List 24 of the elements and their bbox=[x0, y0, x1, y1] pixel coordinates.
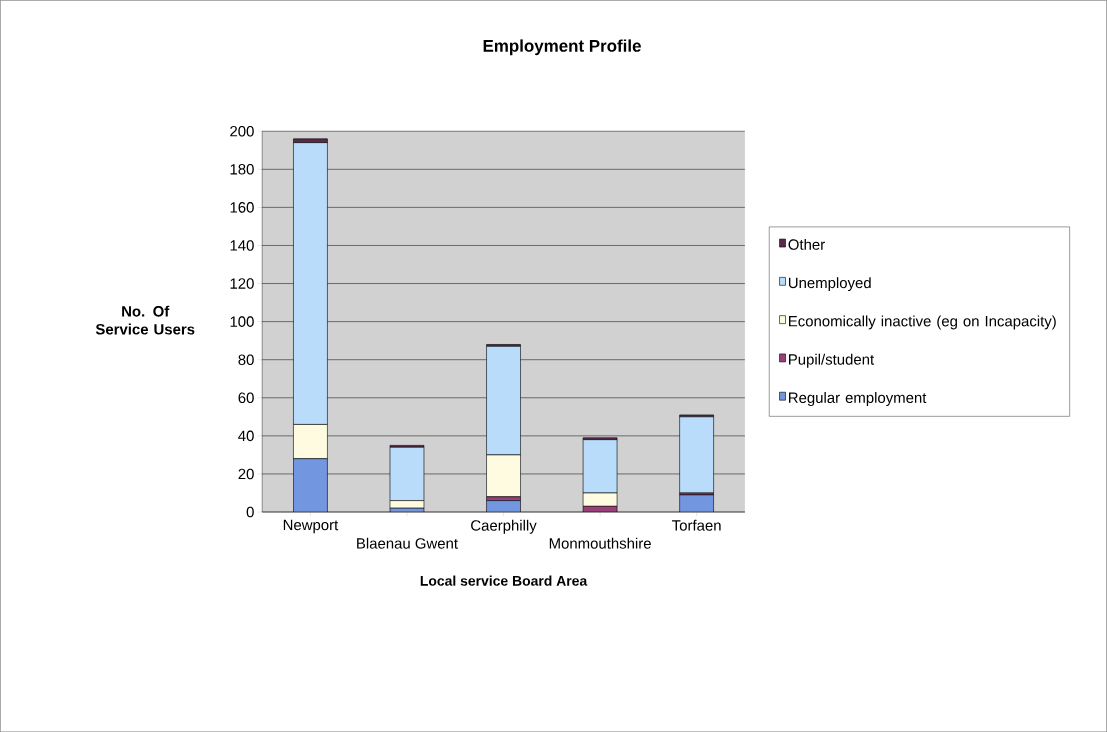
chart-title: Employment Profile bbox=[483, 39, 641, 56]
y-tick-label: 160 bbox=[230, 202, 254, 213]
y-tick-label: 20 bbox=[238, 468, 254, 480]
x-tick-label: Blaenau Gwent bbox=[357, 537, 458, 549]
legend-label: Unemployed bbox=[788, 277, 871, 291]
y-tick-label: 60 bbox=[238, 392, 254, 403]
x-axis-title: Local service Board Area bbox=[420, 575, 588, 586]
legend-label: Economically inactive (eg on Incapacity) bbox=[789, 315, 1056, 330]
y-tick-label: 180 bbox=[230, 163, 254, 175]
y-tick-label: 0 bbox=[246, 506, 254, 518]
legend-label: Other bbox=[788, 238, 825, 250]
legend-label: Regular employment bbox=[789, 391, 927, 406]
y-tick-label: 140 bbox=[230, 240, 254, 251]
legend-label: Pupil/student bbox=[789, 353, 875, 368]
y-tick-label: 80 bbox=[238, 354, 254, 365]
y-axis-title: No. Of Service Users bbox=[95, 305, 195, 335]
y-tick-label: 40 bbox=[238, 430, 254, 442]
x-tick-label: Caerphilly bbox=[471, 519, 537, 534]
y-tick-label: 100 bbox=[230, 316, 254, 327]
x-tick-label: Monmouthshire bbox=[549, 537, 651, 549]
y-tick-label: 120 bbox=[230, 278, 254, 289]
y-tick-label: 200 bbox=[230, 125, 254, 137]
x-tick-label: Torfaen bbox=[672, 519, 721, 531]
x-tick-label: Newport bbox=[283, 519, 339, 534]
